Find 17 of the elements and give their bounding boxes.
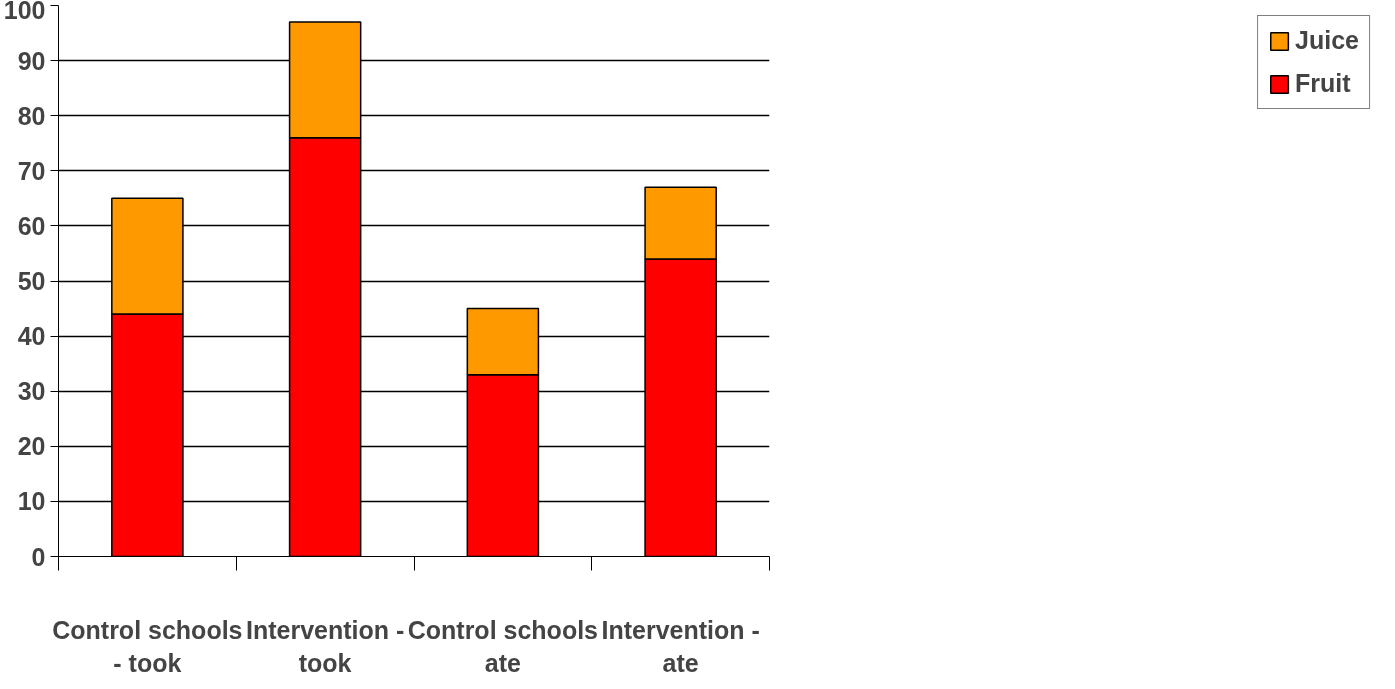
y-tick-label: 70	[17, 156, 46, 185]
y-tick-label: 40	[17, 322, 46, 351]
x-tick-label: Control schools - took	[52, 615, 243, 678]
y-tick-label: 30	[17, 377, 46, 406]
y-tick-label: 20	[17, 432, 46, 461]
y-tick-label: 90	[17, 46, 46, 75]
y-tick-label: 10	[17, 487, 46, 516]
y-tick-label: 50	[17, 267, 46, 295]
x-tick-label: Control schools ate	[407, 615, 599, 678]
legend-label: Juice	[1295, 26, 1359, 55]
y-tick-label: 80	[17, 101, 46, 130]
y-tick-label: 100	[3, 0, 46, 24]
x-tick-label: Intervention - took	[245, 615, 405, 678]
y-tick-label: 0	[31, 542, 46, 571]
x-tick-label: Intervention - ate	[601, 615, 760, 678]
legend-label: Fruit	[1295, 69, 1351, 98]
y-tick-label: 60	[17, 211, 46, 240]
